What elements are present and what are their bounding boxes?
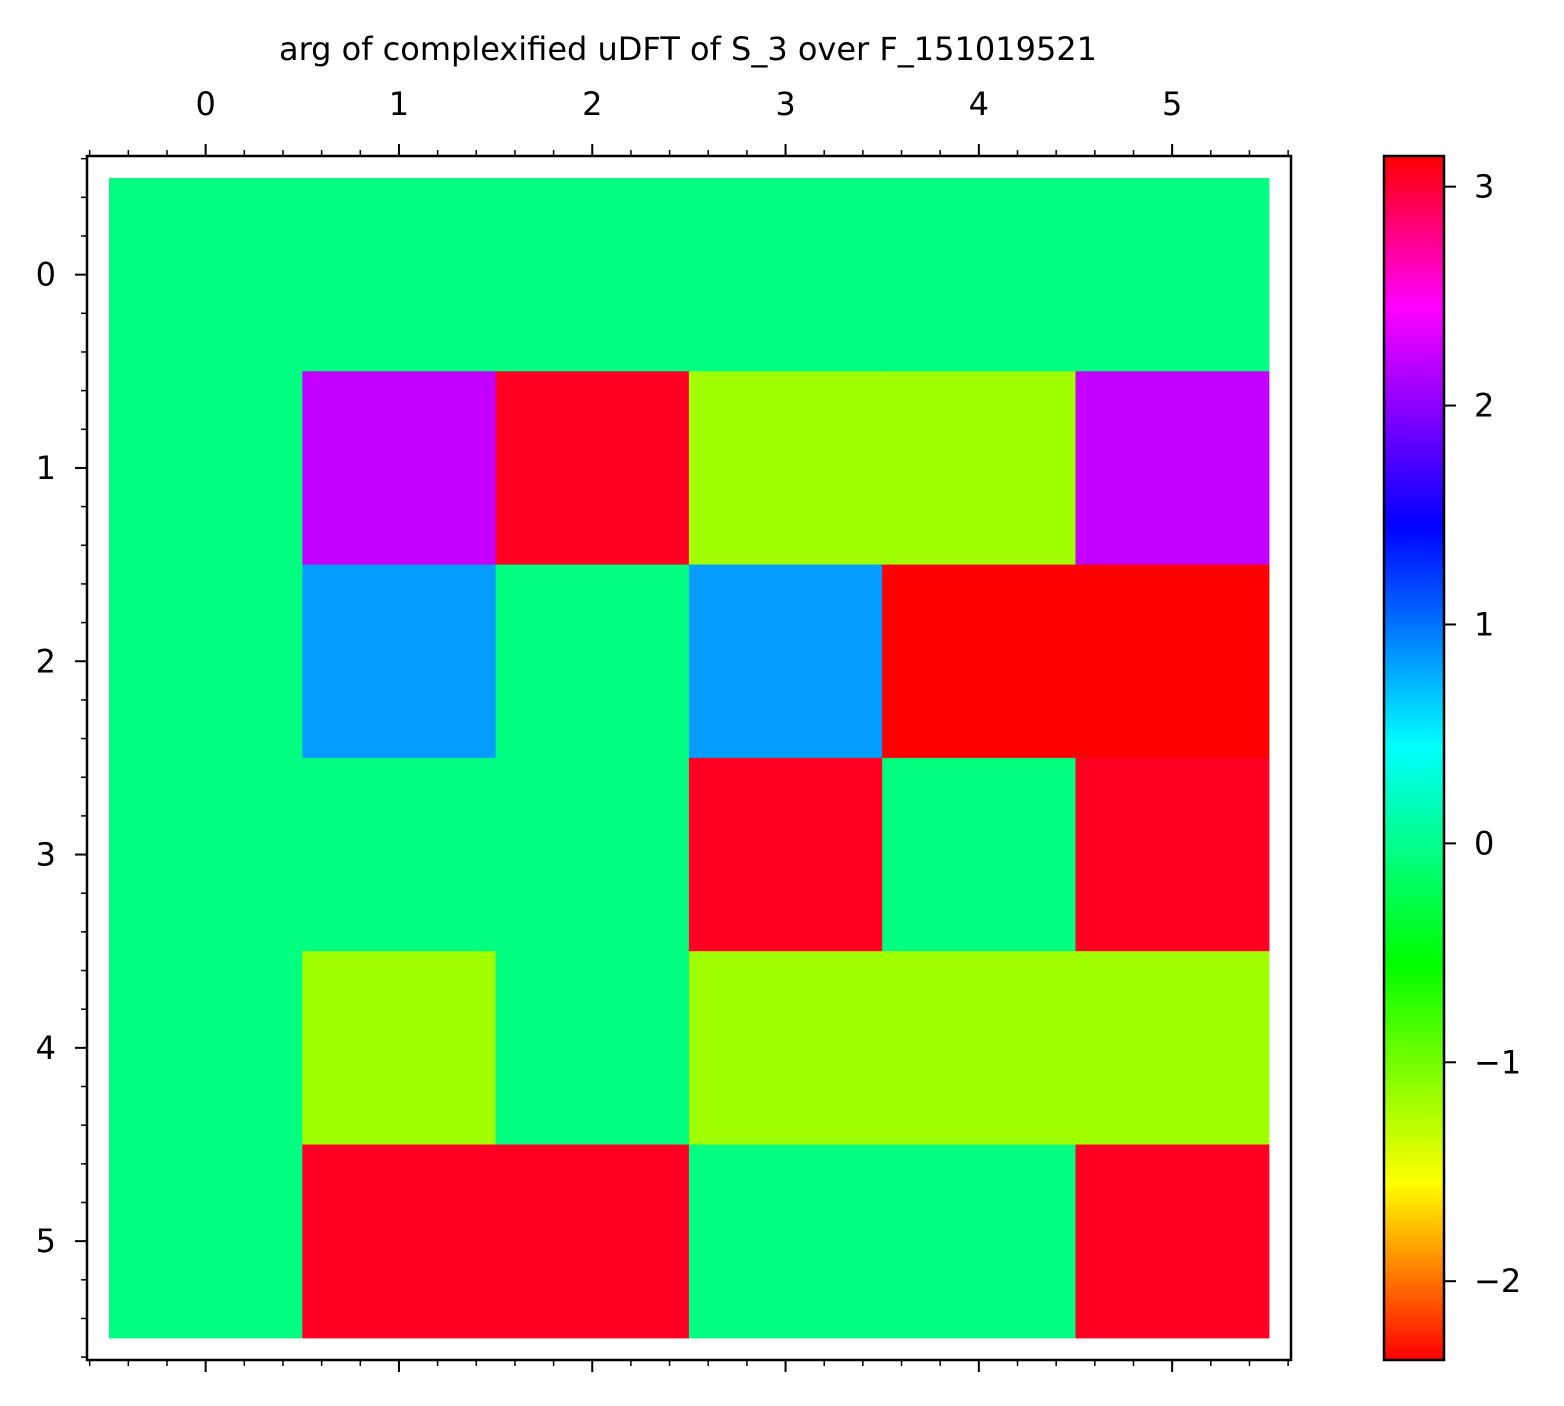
y-tick-label: 4 (36, 1029, 56, 1067)
heatmap-cell-r2-c3 (688, 564, 883, 759)
heatmap-cell-r2-c2 (495, 564, 690, 759)
heatmap-cell-r4-c2 (495, 951, 690, 1146)
heatmap-cell-r5-c3 (688, 1144, 883, 1339)
heatmap-cell-r2-c0 (109, 564, 303, 759)
heatmap-cell-r2-c1 (302, 564, 497, 759)
colorbar-tick-label: 2 (1474, 387, 1494, 425)
heatmap-cell-r1-c3 (688, 371, 883, 566)
heatmap-cell-r4-c0 (109, 951, 303, 1146)
x-tick-label: 5 (1162, 85, 1182, 123)
heatmap-cell-r1-c2 (495, 371, 690, 566)
heatmap-cell-r1-c0 (109, 371, 303, 566)
heatmap-cell-r3-c3 (688, 757, 883, 952)
colorbar-tick-label: 3 (1474, 168, 1494, 206)
heatmap-cell-r4-c3 (688, 951, 883, 1146)
y-tick-label: 0 (36, 256, 56, 294)
heatmap-cell-r0-c1 (302, 178, 497, 372)
heatmap-cell-r0-c3 (688, 178, 883, 372)
y-tick-label: 1 (36, 449, 56, 487)
x-tick-label: 1 (389, 85, 409, 123)
axes: 0 1 2 3 4 5 0 1 2 3 4 5 (36, 85, 1289, 1372)
chart-title: arg of complexified uDFT of S_3 over F_1… (279, 30, 1097, 68)
heatmap-cell-r0-c4 (882, 178, 1077, 372)
y-tick-label: 5 (36, 1222, 56, 1260)
heatmap-cell-r4-c4 (882, 951, 1077, 1146)
heatmap-cell-r0-c0 (109, 178, 303, 372)
colorbar-tick-label: −2 (1474, 1262, 1521, 1300)
x-tick-label: 2 (582, 85, 602, 123)
heatmap-cell-r3-c2 (495, 757, 690, 952)
heatmap-cell-r0-c2 (495, 178, 690, 372)
colorbar-gradient (1382, 154, 1446, 1362)
colorbar: 3 2 1 0 −1 −2 (1382, 154, 1521, 1362)
x-tick-label: 3 (775, 85, 795, 123)
x-tick-label: 4 (969, 85, 989, 123)
heatmap-cell-r1-c5 (1075, 371, 1270, 566)
colorbar-tick-label: 1 (1474, 605, 1494, 643)
heatmap-cells (109, 178, 1270, 1339)
heatmap-cell-r1-c1 (302, 371, 497, 566)
heatmap-cell-r4-c5 (1075, 951, 1270, 1146)
heatmap-cell-r2-c5 (1075, 564, 1270, 759)
heatmap-cell-r5-c1 (302, 1144, 497, 1339)
y-tick-label: 2 (36, 642, 56, 680)
heatmap-cell-r5-c0 (109, 1144, 303, 1339)
heatmap-cell-r3-c5 (1075, 757, 1270, 952)
heatmap-cell-r3-c1 (302, 757, 497, 952)
colorbar-tick-label: 0 (1474, 824, 1494, 862)
x-tick-label: 0 (195, 85, 215, 123)
colorbar-tick-label: −1 (1474, 1043, 1521, 1081)
heatmap-cell-r2-c4 (882, 564, 1077, 759)
y-tick-label: 3 (36, 836, 56, 874)
heatmap-cell-r5-c4 (882, 1144, 1077, 1339)
heatmap-cell-r5-c2 (495, 1144, 690, 1339)
plot-frame (85, 154, 1293, 1362)
heatmap-cell-r4-c1 (302, 951, 497, 1146)
heatmap-cell-r1-c4 (882, 371, 1077, 566)
heatmap-cell-r3-c4 (882, 757, 1077, 952)
heatmap-cell-r0-c5 (1075, 178, 1270, 372)
heatmap-cell-r5-c5 (1075, 1144, 1270, 1339)
heatmap-cell-r3-c0 (109, 757, 303, 952)
